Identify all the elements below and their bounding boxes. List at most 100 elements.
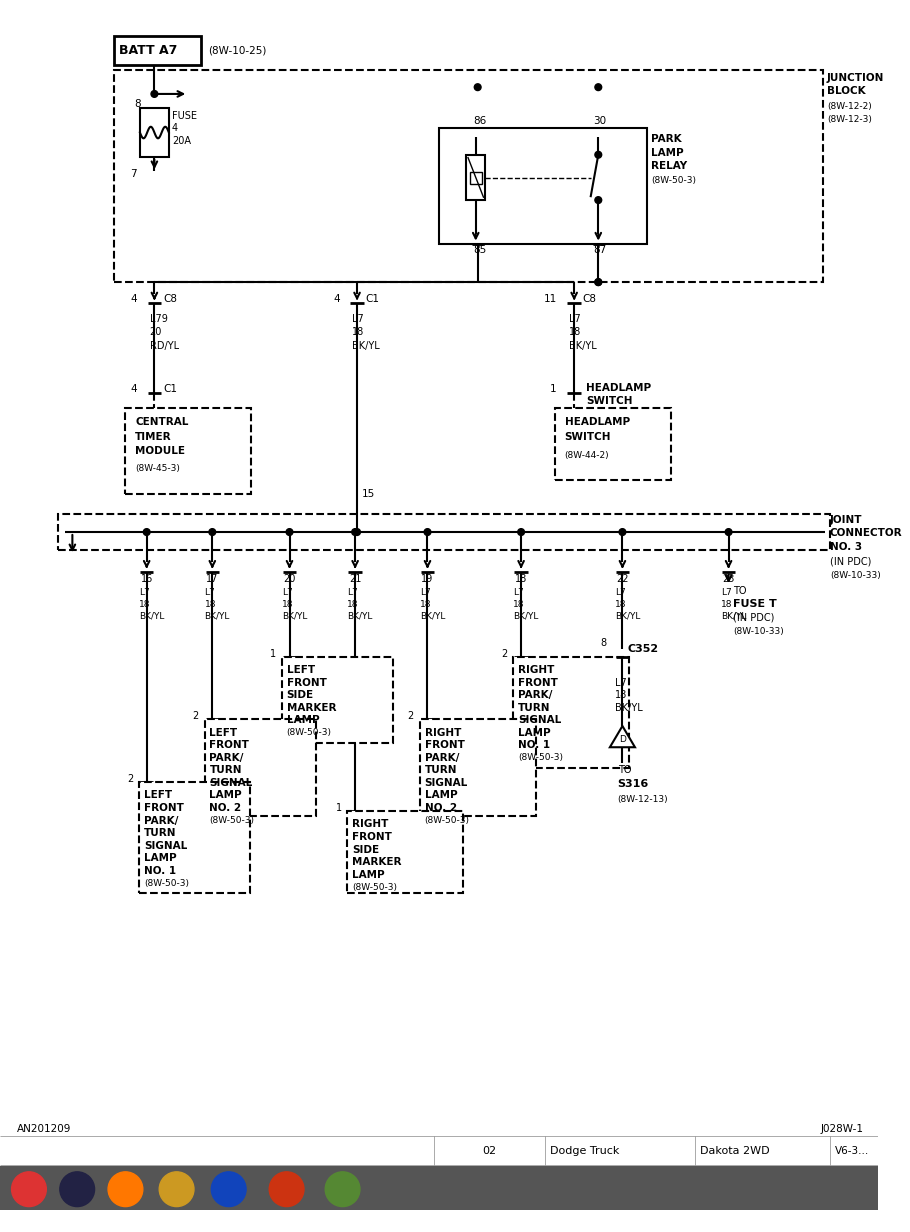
Text: 4: 4 bbox=[130, 384, 137, 394]
Text: 16: 16 bbox=[140, 574, 153, 584]
Bar bbox=[439, 128, 646, 244]
Text: L7: L7 bbox=[721, 589, 732, 598]
Polygon shape bbox=[145, 84, 637, 229]
Text: C352: C352 bbox=[627, 644, 658, 654]
Text: 22: 22 bbox=[616, 574, 629, 584]
Bar bbox=[114, 36, 201, 65]
Text: TURN: TURN bbox=[518, 702, 551, 712]
Circle shape bbox=[619, 529, 626, 536]
Circle shape bbox=[12, 1172, 46, 1206]
Text: 86: 86 bbox=[473, 116, 486, 126]
Circle shape bbox=[595, 152, 602, 158]
Text: 18: 18 bbox=[721, 600, 733, 609]
Circle shape bbox=[595, 278, 602, 286]
Text: C8: C8 bbox=[583, 294, 597, 304]
Text: D: D bbox=[619, 736, 626, 744]
Text: 1: 1 bbox=[270, 648, 276, 659]
Text: FRONT: FRONT bbox=[144, 803, 184, 813]
Bar bbox=[470, 172, 481, 184]
Text: 18: 18 bbox=[352, 328, 365, 338]
Text: 30: 30 bbox=[593, 116, 607, 126]
Bar bbox=[555, 408, 671, 480]
Text: FUSE T: FUSE T bbox=[733, 600, 777, 610]
Text: 17: 17 bbox=[206, 574, 218, 584]
Text: RIGHT: RIGHT bbox=[518, 665, 554, 675]
Text: L7: L7 bbox=[570, 314, 581, 324]
Text: 18: 18 bbox=[513, 600, 525, 609]
Text: RIGHT: RIGHT bbox=[352, 819, 389, 829]
Text: 18: 18 bbox=[515, 574, 527, 584]
Text: RELAY: RELAY bbox=[652, 161, 687, 171]
Text: PARK/: PARK/ bbox=[144, 816, 178, 825]
Text: 19: 19 bbox=[421, 574, 434, 584]
Bar bbox=[139, 782, 250, 893]
Text: 4: 4 bbox=[130, 294, 137, 304]
Text: LAMP: LAMP bbox=[352, 870, 385, 880]
Text: MARKER: MARKER bbox=[352, 857, 401, 867]
Text: 18: 18 bbox=[282, 600, 293, 609]
Text: 8: 8 bbox=[135, 99, 141, 108]
Text: (IN PDC): (IN PDC) bbox=[830, 557, 871, 567]
Text: LEFT: LEFT bbox=[209, 728, 238, 738]
Circle shape bbox=[325, 1172, 360, 1206]
Text: BK/YL: BK/YL bbox=[205, 611, 230, 621]
Text: (8W-10-33): (8W-10-33) bbox=[830, 570, 881, 580]
Text: (8W-50-3): (8W-50-3) bbox=[352, 882, 398, 892]
Text: CENTRAL: CENTRAL bbox=[135, 418, 188, 428]
Text: 2: 2 bbox=[501, 648, 508, 659]
Text: FRONT: FRONT bbox=[425, 740, 464, 750]
Text: 18: 18 bbox=[205, 600, 216, 609]
Text: SIGNAL: SIGNAL bbox=[425, 777, 468, 788]
Text: 18: 18 bbox=[614, 690, 627, 700]
Text: TO: TO bbox=[733, 586, 747, 596]
Text: BATT A7: BATT A7 bbox=[118, 44, 177, 57]
Text: 20: 20 bbox=[283, 574, 296, 584]
Text: NO. 1: NO. 1 bbox=[518, 740, 551, 750]
Text: BK/YL: BK/YL bbox=[352, 341, 380, 351]
Text: SIDE: SIDE bbox=[287, 690, 314, 700]
Text: L7: L7 bbox=[614, 589, 625, 598]
Text: LAMP: LAMP bbox=[425, 791, 457, 801]
Text: 4: 4 bbox=[333, 294, 339, 304]
Circle shape bbox=[143, 529, 150, 536]
Text: 18: 18 bbox=[348, 600, 359, 609]
Text: V6-3...: V6-3... bbox=[834, 1146, 869, 1156]
Text: 2: 2 bbox=[408, 711, 414, 722]
Circle shape bbox=[209, 529, 216, 536]
Circle shape bbox=[725, 529, 732, 536]
Circle shape bbox=[159, 1172, 194, 1206]
Text: Dodge Truck: Dodge Truck bbox=[550, 1146, 620, 1156]
Text: CONNECTOR: CONNECTOR bbox=[830, 529, 903, 538]
Text: HEADLAMP: HEADLAMP bbox=[564, 418, 630, 428]
Circle shape bbox=[354, 529, 360, 536]
Text: SIGNAL: SIGNAL bbox=[144, 840, 187, 850]
Text: BK/YL: BK/YL bbox=[513, 611, 539, 621]
Text: HEADLAMP: HEADLAMP bbox=[586, 383, 651, 393]
Text: BK/YL: BK/YL bbox=[614, 611, 640, 621]
Bar bbox=[420, 719, 536, 816]
Bar bbox=[205, 719, 316, 816]
Text: PARK/: PARK/ bbox=[425, 753, 459, 763]
Text: (8W-50-3): (8W-50-3) bbox=[209, 816, 255, 825]
Text: 18: 18 bbox=[570, 328, 581, 338]
Text: J028W-1: J028W-1 bbox=[821, 1125, 864, 1135]
Text: BK/YL: BK/YL bbox=[614, 702, 642, 712]
Circle shape bbox=[60, 1172, 95, 1206]
Text: (8W-50-3): (8W-50-3) bbox=[144, 878, 188, 888]
Text: NO. 3: NO. 3 bbox=[830, 542, 862, 552]
Circle shape bbox=[151, 91, 157, 97]
Text: (8W-12-3): (8W-12-3) bbox=[827, 116, 872, 124]
Text: (8W-44-2): (8W-44-2) bbox=[564, 451, 609, 461]
Text: Dakota 2WD: Dakota 2WD bbox=[700, 1146, 769, 1156]
Text: L7: L7 bbox=[139, 589, 150, 598]
Text: MARKER: MARKER bbox=[287, 702, 336, 712]
Circle shape bbox=[595, 84, 602, 91]
Circle shape bbox=[211, 1172, 246, 1206]
Text: 4: 4 bbox=[172, 123, 177, 133]
Text: SWITCH: SWITCH bbox=[564, 431, 611, 441]
Text: C1: C1 bbox=[366, 294, 379, 304]
Text: PARK/: PARK/ bbox=[209, 753, 244, 763]
Text: LAMP: LAMP bbox=[144, 854, 177, 864]
Text: 02: 02 bbox=[482, 1146, 496, 1156]
Text: TURN: TURN bbox=[209, 765, 242, 775]
